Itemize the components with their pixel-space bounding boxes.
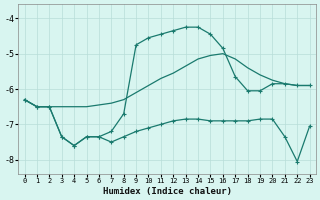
X-axis label: Humidex (Indice chaleur): Humidex (Indice chaleur) — [103, 187, 232, 196]
